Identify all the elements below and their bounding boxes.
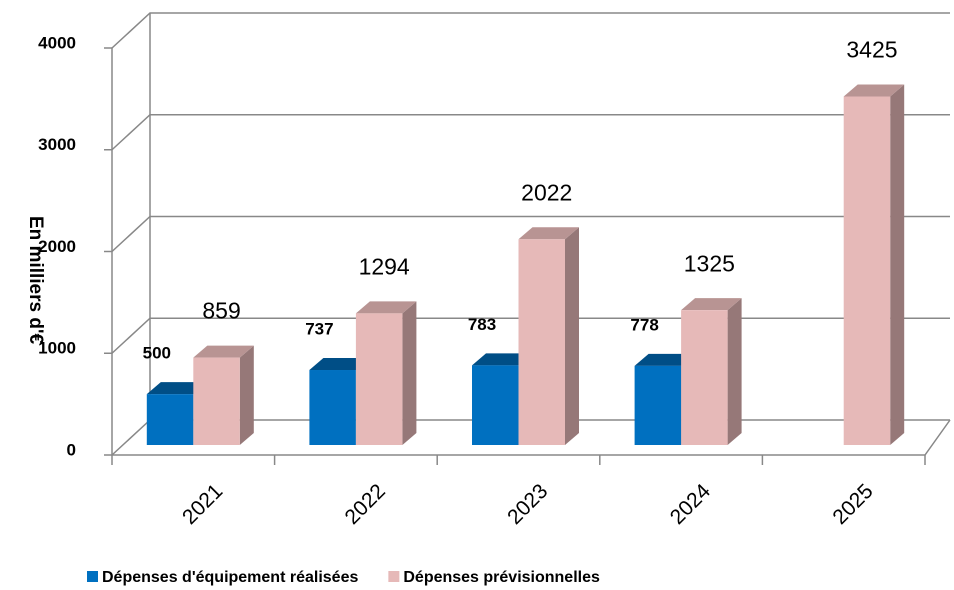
legend-label: Dépenses prévisionnelles <box>403 569 600 586</box>
grid-line <box>111 12 950 49</box>
data-label: 783 <box>468 315 496 334</box>
bar-top <box>193 345 254 358</box>
legend-swatch <box>388 571 400 582</box>
bar-side <box>565 227 579 445</box>
bar <box>518 239 565 445</box>
x-tick-label: 2023 <box>503 480 552 529</box>
bar <box>681 310 728 445</box>
data-label: 737 <box>305 319 333 338</box>
bar <box>193 357 240 445</box>
grid-line <box>111 215 950 253</box>
x-tick-label: 2022 <box>341 480 390 529</box>
bar-side <box>890 84 905 445</box>
bar-side <box>402 301 417 445</box>
bar-top <box>681 298 742 311</box>
y-tick-label: 0 <box>67 440 76 459</box>
bar <box>843 96 891 445</box>
bar <box>472 365 519 445</box>
y-tick-label: 1000 <box>38 339 76 358</box>
bar-top <box>843 84 905 97</box>
y-tick-label: 3000 <box>38 135 76 154</box>
bar <box>146 394 194 445</box>
x-tick-label: 2021 <box>178 480 227 529</box>
y-axis-label: En milliers d'€ <box>25 216 46 344</box>
bar-side <box>727 298 742 445</box>
data-label: 778 <box>630 315 658 334</box>
legend-label: Dépenses d'équipement réalisées <box>102 569 358 586</box>
data-label: 3425 <box>846 37 897 63</box>
bar-top <box>472 353 533 366</box>
bar-top <box>634 353 696 366</box>
data-label: 2022 <box>521 179 572 205</box>
bar <box>634 365 682 445</box>
bar-top <box>355 301 417 314</box>
x-tick-label: 2024 <box>666 479 716 529</box>
bar <box>355 313 403 445</box>
data-label: 1294 <box>359 253 410 279</box>
bar-top <box>146 382 208 395</box>
bar-top <box>309 358 370 371</box>
y-tick-label: 2000 <box>38 237 76 256</box>
y-tick-label: 4000 <box>38 33 76 52</box>
grid-line <box>111 114 950 151</box>
data-label: 500 <box>143 344 171 363</box>
legend-swatch <box>87 571 98 582</box>
data-label: 1325 <box>684 250 735 276</box>
x-tick-label: 2025 <box>828 480 877 529</box>
bar <box>309 370 356 445</box>
bar-side <box>239 345 254 445</box>
data-label: 859 <box>202 298 240 324</box>
bar-top <box>518 227 579 240</box>
